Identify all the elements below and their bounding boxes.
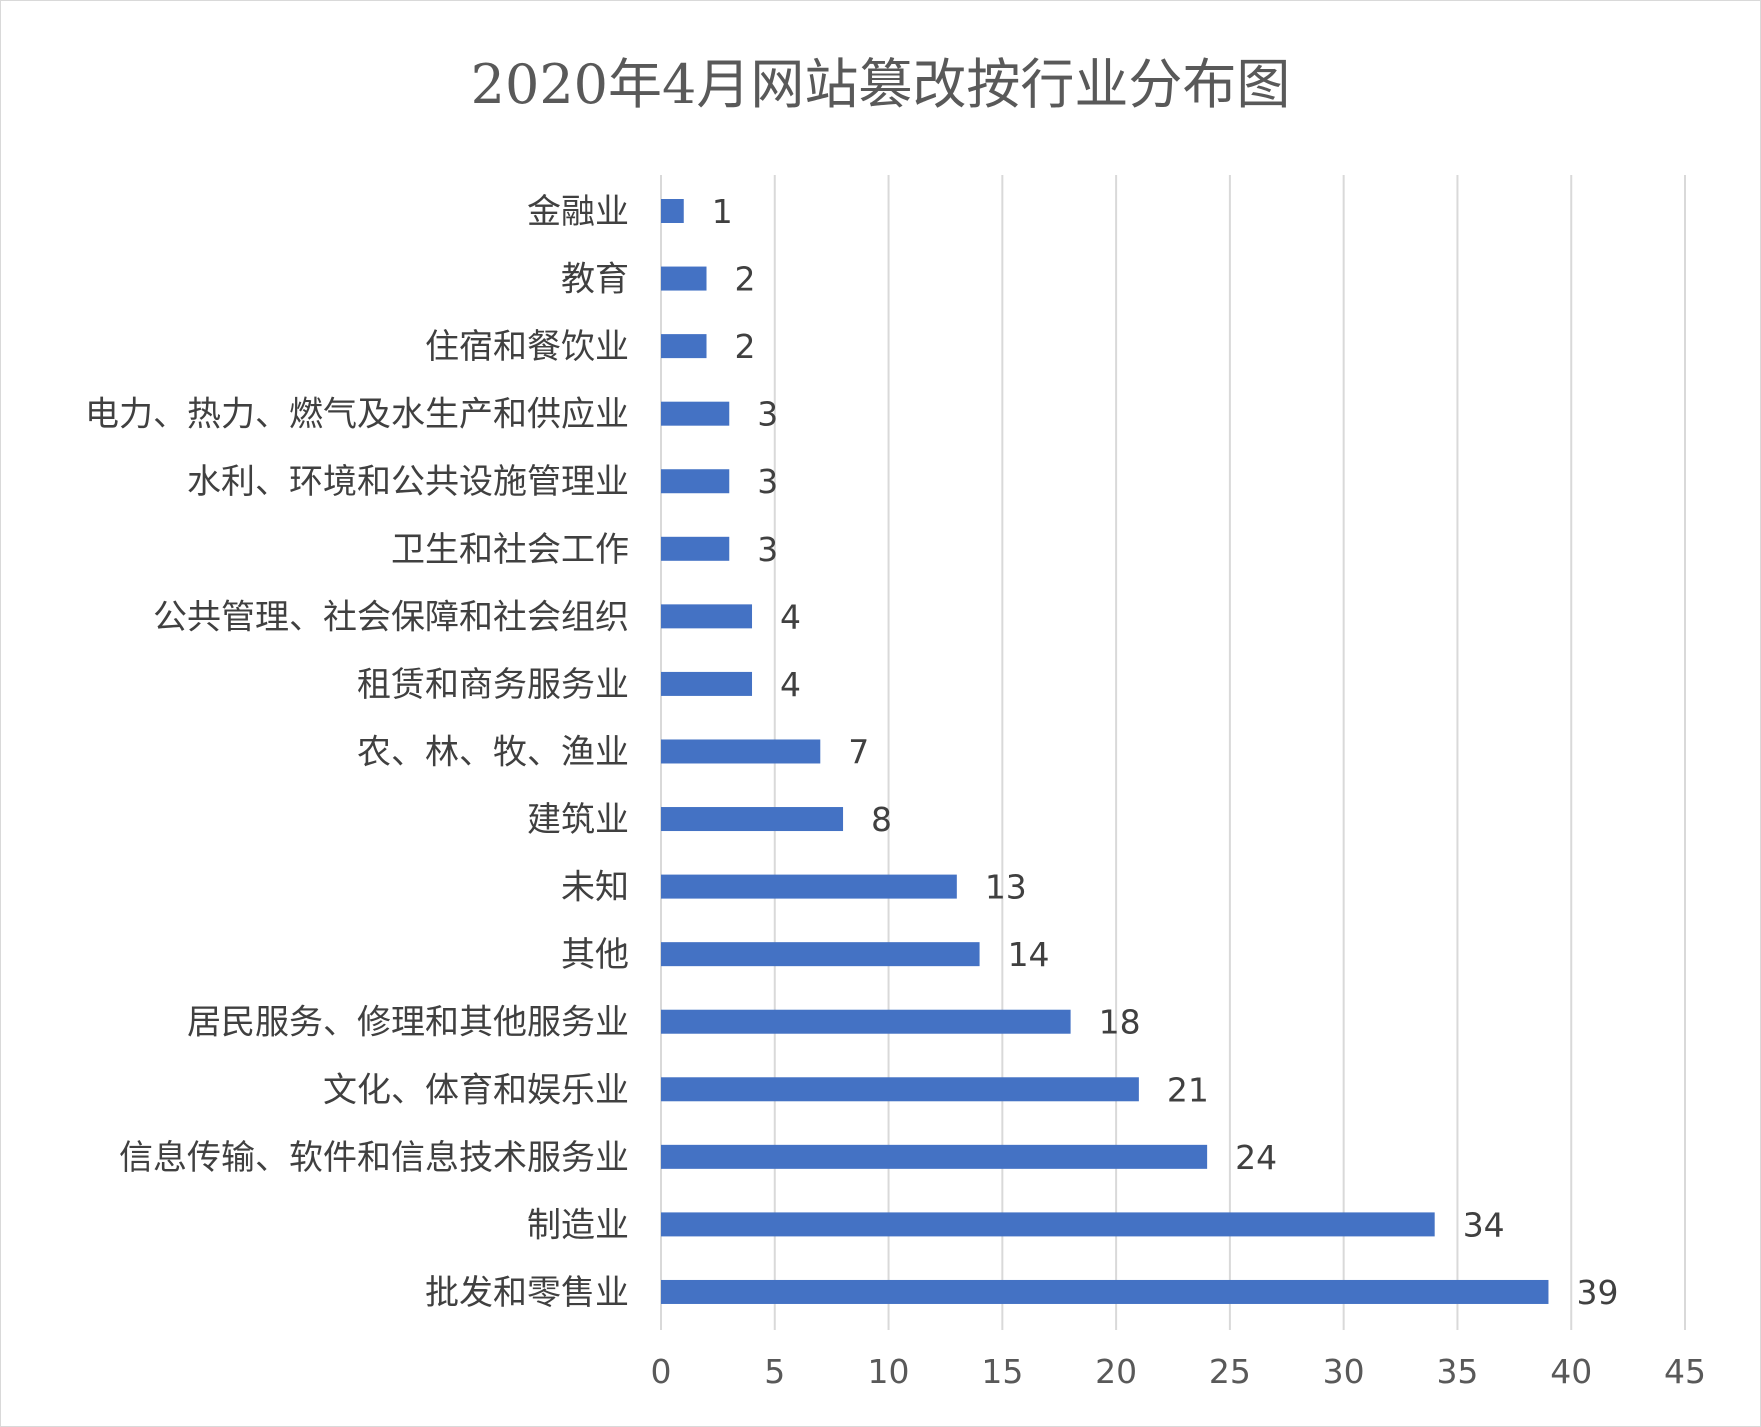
x-tick-label: 10 [868, 1352, 910, 1391]
category-label: 住宿和餐饮业 [425, 327, 629, 367]
x-tick-label: 15 [981, 1352, 1023, 1391]
x-tick-label: 25 [1209, 1352, 1251, 1391]
category-label: 电力、热力、燃气及水生产和供应业 [85, 395, 629, 435]
data-label: 8 [871, 800, 892, 839]
data-label: 18 [1099, 1003, 1141, 1042]
x-tick-label: 20 [1095, 1352, 1137, 1391]
data-label: 3 [757, 395, 778, 434]
data-label: 2 [735, 327, 756, 366]
data-label: 24 [1235, 1138, 1277, 1177]
bar [661, 604, 753, 629]
category-label: 建筑业 [527, 800, 629, 840]
bar [661, 671, 753, 696]
category-label: 批发和零售业 [425, 1273, 629, 1313]
data-label: 34 [1463, 1205, 1505, 1244]
category-label: 农、林、牧、渔业 [357, 732, 629, 772]
bar [661, 334, 707, 359]
category-label: 文化、体育和娱乐业 [323, 1070, 629, 1110]
bar [661, 739, 821, 764]
category-label: 未知 [561, 868, 629, 908]
data-label: 39 [1576, 1273, 1618, 1312]
bar [661, 1144, 1208, 1169]
chart-title: 2020年4月网站篡改按行业分布图 [470, 53, 1291, 116]
category-label: 金融业 [527, 192, 629, 232]
category-label: 租赁和商务服务业 [357, 665, 629, 705]
bar [661, 807, 844, 832]
bar [661, 401, 730, 426]
x-tick-label: 45 [1664, 1352, 1706, 1391]
bar [661, 199, 684, 223]
data-label: 14 [1008, 935, 1050, 974]
bar [661, 469, 730, 494]
data-label: 4 [780, 665, 801, 704]
data-label: 3 [757, 530, 778, 569]
category-label: 公共管理、社会保障和社会组织 [153, 597, 629, 637]
bar [661, 266, 707, 291]
data-label: 13 [985, 868, 1027, 907]
data-label: 7 [848, 732, 869, 771]
category-label: 其他 [561, 935, 629, 975]
data-label: 2 [735, 260, 756, 299]
bar [661, 874, 957, 899]
category-label: 信息传输、软件和信息技术服务业 [119, 1138, 629, 1178]
x-tick-label: 5 [764, 1352, 785, 1391]
bar [661, 1077, 1139, 1102]
x-tick-label: 40 [1550, 1352, 1592, 1391]
bar [661, 942, 980, 967]
bar [661, 1009, 1071, 1034]
x-tick-label: 30 [1323, 1352, 1365, 1391]
x-tick-label: 35 [1436, 1352, 1478, 1391]
data-label: 21 [1167, 1070, 1209, 1109]
category-label: 教育 [561, 260, 629, 300]
data-label: 4 [780, 597, 801, 636]
bar [661, 1279, 1549, 1304]
data-label: 3 [757, 462, 778, 501]
bar [661, 1212, 1435, 1237]
x-tick-label: 0 [651, 1352, 672, 1391]
category-label: 居民服务、修理和其他服务业 [187, 1003, 629, 1043]
category-label: 制造业 [527, 1205, 629, 1245]
category-label: 水利、环境和公共设施管理业 [187, 462, 629, 502]
bar [661, 536, 730, 561]
data-label: 1 [712, 192, 733, 231]
category-label: 卫生和社会工作 [391, 530, 629, 570]
